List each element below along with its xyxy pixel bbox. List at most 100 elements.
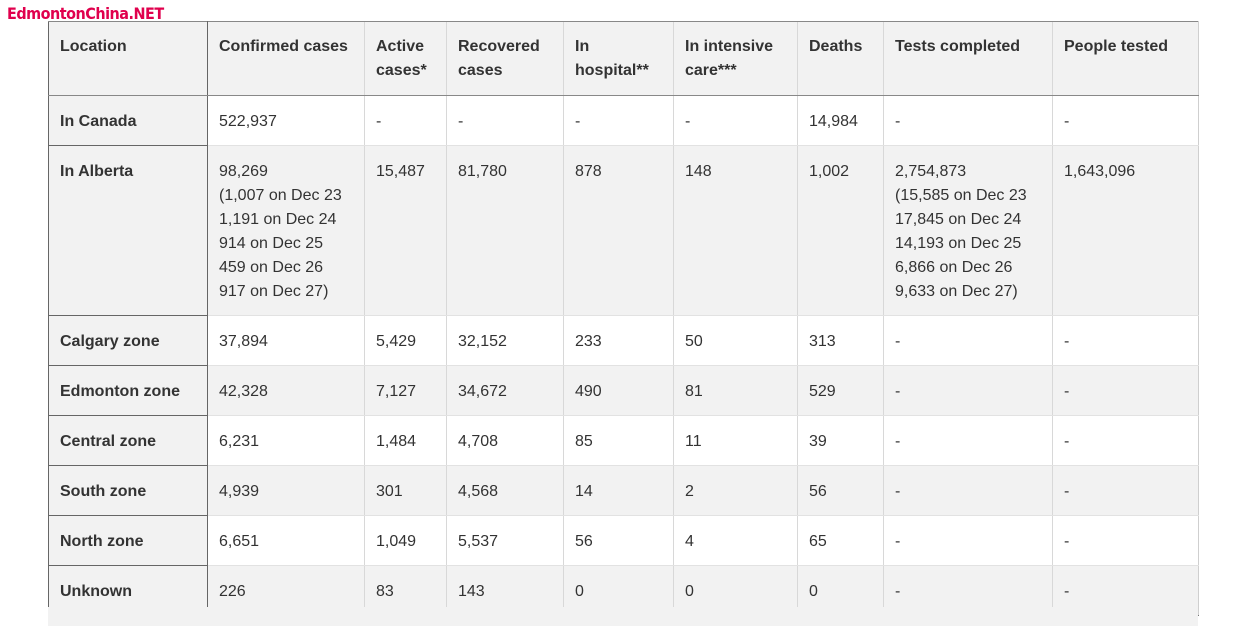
header-in-hospital: In hospital** <box>563 21 674 96</box>
cell-line: 459 on Dec 26 <box>219 259 324 276</box>
cell-in-hospital: 490 <box>563 365 674 416</box>
cell-tests-completed: - <box>883 365 1053 416</box>
cell-confirmed-cases: 37,894 <box>207 315 365 366</box>
cell-line: 6,231 <box>219 433 260 450</box>
cell-line: 17,845 on Dec 24 <box>895 211 1022 228</box>
table-row: Central zone 6,231 1,484 4,708 85 11 39- - <box>48 415 1199 466</box>
cell-confirmed-cases: 42,328 <box>207 365 365 416</box>
cell-location: Central zone <box>48 415 208 466</box>
cell-line: - <box>895 113 901 130</box>
cell-line: 14,193 on Dec 25 <box>895 235 1022 252</box>
header-tests-completed: Tests completed <box>883 21 1053 96</box>
cell-confirmed-cases: 522,937 <box>207 95 365 146</box>
cell-confirmed-cases: 98,269 (1,007 on Dec 23 1,191 on Dec 24 914… <box>207 145 365 316</box>
table-footer-band <box>48 607 1198 626</box>
cell-line: (15,585 on Dec 23 <box>895 187 1027 204</box>
cell-line: 914 on Dec 25 <box>219 235 324 252</box>
table-body: In Canada 522,937- - - -14,984- - In Alberta 98… <box>48 95 1199 616</box>
cell-line: 98,269 <box>219 163 268 180</box>
cell-line: 1,191 on Dec 24 <box>219 211 337 228</box>
cell-in-intensive-care: 4 <box>673 515 798 566</box>
cell-deaths: 56 <box>797 465 884 516</box>
cell-confirmed-cases: 6,651 <box>207 515 365 566</box>
cell-line: 37,894 <box>219 333 268 350</box>
cell-active-cases: 5,429 <box>364 315 447 366</box>
cell-line: 9,633 on Dec 27) <box>895 283 1018 300</box>
table-header-row: Location Confirmed cases Active cases* R… <box>48 21 1199 96</box>
cell-line: 917 on Dec 27) <box>219 283 329 300</box>
cell-line: 2,754,873 <box>895 163 967 180</box>
cell-line: - <box>895 483 901 500</box>
cell-line: - <box>895 333 901 350</box>
cell-location: In Canada <box>48 95 208 146</box>
cell-line: 42,328 <box>219 383 268 400</box>
table-row: Edmonton zone 42,328 7,127 34,672 490 81 529- - <box>48 365 1199 416</box>
cell-in-intensive-care: - <box>673 95 798 146</box>
cell-in-intensive-care: 50 <box>673 315 798 366</box>
cell-people-tested: - <box>1052 365 1199 416</box>
cell-recovered-cases: 4,568 <box>446 465 564 516</box>
cell-deaths: 65 <box>797 515 884 566</box>
cell-line: 226 <box>219 583 246 600</box>
cell-in-intensive-care: 11 <box>673 415 798 466</box>
header-deaths: Deaths <box>797 21 884 96</box>
cell-deaths: 313 <box>797 315 884 366</box>
cell-confirmed-cases: 4,939 <box>207 465 365 516</box>
cell-line: 6,651 <box>219 533 260 550</box>
cell-line: - <box>895 533 901 550</box>
cell-recovered-cases: 4,708 <box>446 415 564 466</box>
cell-people-tested: - <box>1052 315 1199 366</box>
cell-location: Edmonton zone <box>48 365 208 416</box>
cell-deaths: 39 <box>797 415 884 466</box>
cell-line: - <box>895 583 901 600</box>
covid-stats-table-container: Location Confirmed cases Active cases* R… <box>48 21 1199 616</box>
cell-people-tested: - <box>1052 465 1199 516</box>
cell-deaths: 14,984 <box>797 95 884 146</box>
cell-tests-completed: - <box>883 415 1053 466</box>
cell-recovered-cases: 5,537 <box>446 515 564 566</box>
cell-tests-completed: - <box>883 95 1053 146</box>
cell-confirmed-cases: 6,231 <box>207 415 365 466</box>
header-location: Location <box>48 21 208 96</box>
cell-tests-completed: 2,754,873 (15,585 on Dec 23 17,845 on Dec … <box>883 145 1053 316</box>
cell-line: - <box>895 433 901 450</box>
cell-line: 4,939 <box>219 483 260 500</box>
cell-recovered-cases: 34,672 <box>446 365 564 416</box>
cell-in-hospital: 14 <box>563 465 674 516</box>
cell-in-hospital: 56 <box>563 515 674 566</box>
cell-line: (1,007 on Dec 23 <box>219 187 342 204</box>
table-row: In Alberta 98,269 (1,007 on Dec 23 1,191 on… <box>48 145 1199 316</box>
table-row: In Canada 522,937- - - -14,984- - <box>48 95 1199 146</box>
header-active-cases: Active cases* <box>364 21 447 96</box>
header-confirmed-cases: Confirmed cases <box>207 21 365 96</box>
cell-in-intensive-care: 2 <box>673 465 798 516</box>
table-row: South zone 4,939 301 4,568 14 2 56- - <box>48 465 1199 516</box>
cell-recovered-cases: - <box>446 95 564 146</box>
header-in-intensive-care: In intensive care*** <box>673 21 798 96</box>
cell-people-tested: - <box>1052 515 1199 566</box>
cell-tests-completed: - <box>883 315 1053 366</box>
cell-line: 6,866 on Dec 26 <box>895 259 1013 276</box>
cell-in-hospital: 85 <box>563 415 674 466</box>
cell-recovered-cases: 81,780 <box>446 145 564 316</box>
cell-people-tested: - <box>1052 95 1199 146</box>
cell-tests-completed: - <box>883 515 1053 566</box>
cell-location: In Alberta <box>48 145 208 316</box>
cell-active-cases: 15,487 <box>364 145 447 316</box>
cell-in-hospital: 878 <box>563 145 674 316</box>
cell-location: South zone <box>48 465 208 516</box>
header-people-tested: People tested <box>1052 21 1199 96</box>
cell-in-intensive-care: 148 <box>673 145 798 316</box>
cell-active-cases: 1,049 <box>364 515 447 566</box>
cell-in-hospital: - <box>563 95 674 146</box>
cell-location: North zone <box>48 515 208 566</box>
cell-recovered-cases: 32,152 <box>446 315 564 366</box>
cell-people-tested: - <box>1052 415 1199 466</box>
cell-active-cases: 301 <box>364 465 447 516</box>
cell-in-intensive-care: 81 <box>673 365 798 416</box>
site-watermark: EdmontonChina.NET <box>7 4 164 23</box>
cell-active-cases: 7,127 <box>364 365 447 416</box>
cell-line: 522,937 <box>219 113 277 130</box>
cell-in-hospital: 233 <box>563 315 674 366</box>
cell-people-tested: 1,643,096 <box>1052 145 1199 316</box>
